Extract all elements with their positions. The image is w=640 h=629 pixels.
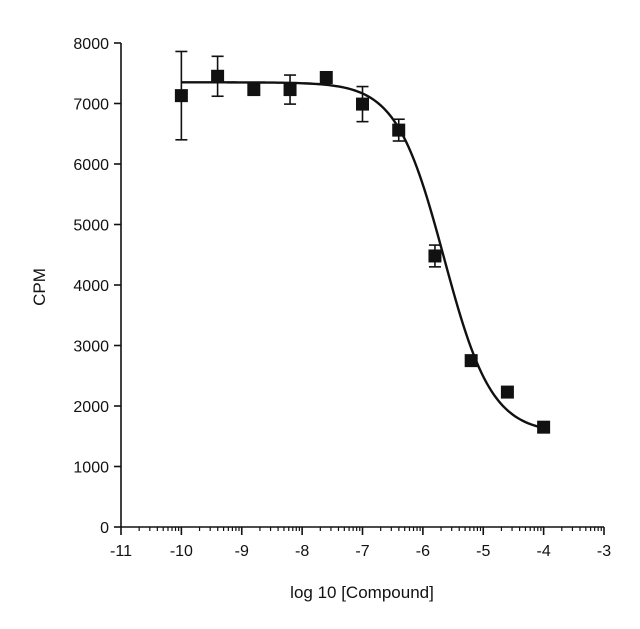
data-point [319, 70, 333, 84]
axes: 0 1000 2000 3000 4000 5000 6000 7000 8000 -11 -10… [73, 36, 611, 560]
data-marker [537, 420, 551, 434]
data-point [247, 83, 261, 97]
y-tick-label: 1000 [73, 460, 109, 477]
x-axis-ticks: -11 -10 -9 -8 -7 -6 -5 -4 -3 [110, 527, 611, 560]
data-marker [392, 123, 406, 137]
x-tick-label: -11 [110, 543, 132, 560]
data-point [464, 354, 478, 368]
data-marker [283, 83, 297, 97]
y-tick-label: 4000 [73, 278, 109, 295]
data-marker [211, 69, 225, 83]
x-axis-title: log 10 [Compound] [290, 583, 434, 602]
x-tick-label: -3 [597, 543, 611, 560]
x-tick-label: -5 [476, 543, 490, 560]
x-tick-label: -10 [170, 543, 193, 560]
data-markers [174, 50, 551, 434]
data-marker [356, 97, 369, 111]
y-tick-label: 0 [100, 520, 109, 537]
y-tick-label: 2000 [73, 399, 109, 416]
data-marker [319, 70, 333, 84]
data-marker [247, 83, 261, 97]
y-axis-ticks: 0 1000 2000 3000 4000 5000 6000 7000 8000 [73, 36, 121, 537]
data-point [537, 420, 551, 434]
x-tick-label: -8 [295, 543, 309, 560]
data-point [283, 74, 297, 105]
data-marker [500, 385, 514, 399]
data-marker [174, 89, 188, 103]
y-tick-label: 6000 [73, 157, 109, 174]
data-point [428, 244, 442, 268]
y-axis-title: CPM [30, 268, 49, 306]
data-marker [464, 354, 478, 368]
data-point [211, 55, 225, 98]
y-tick-label: 5000 [73, 218, 109, 235]
y-tick-label: 3000 [73, 339, 109, 356]
data-point [356, 85, 369, 123]
data-marker [428, 249, 442, 263]
data-point [174, 50, 188, 141]
data-point [500, 385, 514, 399]
x-tick-label: -7 [355, 543, 369, 560]
y-tick-label: 7000 [73, 97, 109, 114]
plot-area [174, 50, 551, 434]
x-tick-label: -6 [416, 543, 430, 560]
fit-curve [181, 81, 544, 430]
data-point [392, 118, 406, 142]
x-tick-label: -4 [537, 543, 551, 560]
y-tick-label: 8000 [73, 36, 109, 53]
x-tick-label: -9 [235, 543, 249, 560]
